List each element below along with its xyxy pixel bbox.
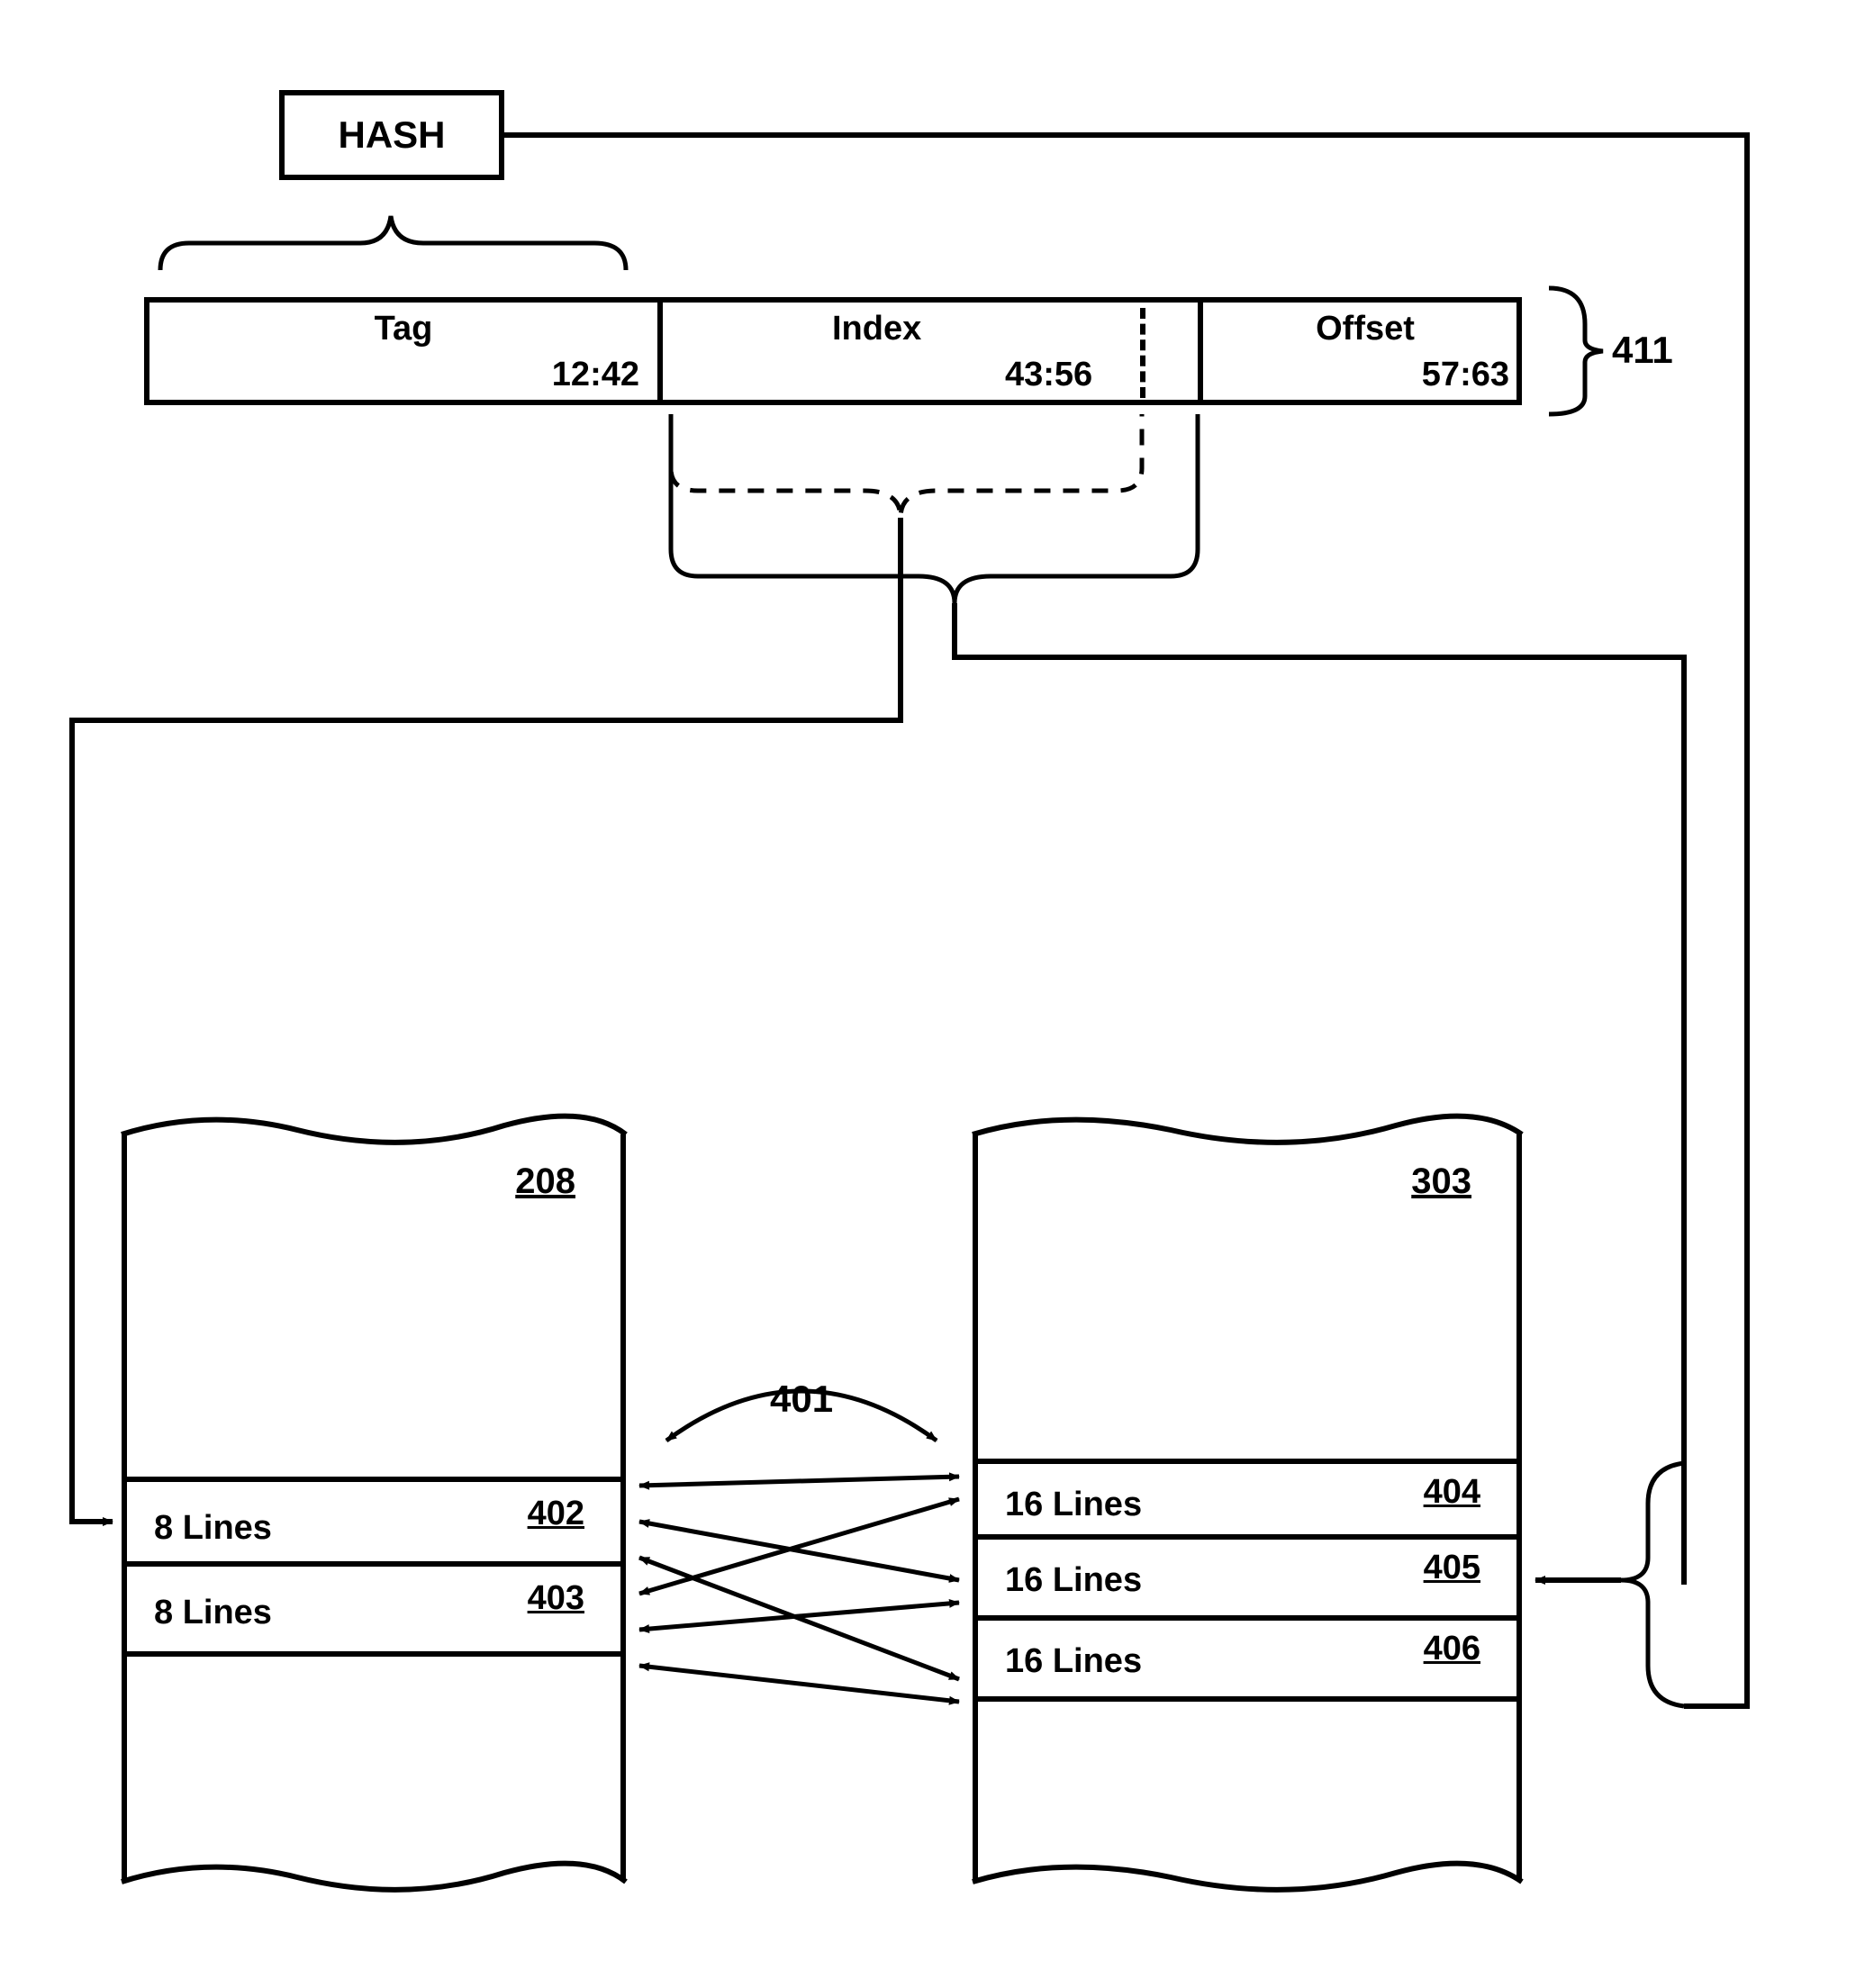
row-403-ref: 403 — [528, 1579, 584, 1618]
row-404-ref: 404 — [1424, 1473, 1480, 1512]
address-row: Tag 12:42 Index 43:56 Offset 57:63 — [144, 297, 1522, 405]
left-cache-title: 208 — [515, 1161, 575, 1202]
tag-brace — [160, 216, 626, 270]
index-cell: Index 43:56 — [663, 303, 1203, 400]
index-dashed-bracket — [671, 414, 1142, 518]
index-solid-bracket — [671, 414, 1198, 603]
tag-cell: Tag 12:42 — [149, 303, 663, 400]
index-dashed-divider — [1140, 308, 1145, 398]
ref-411: 411 — [1612, 329, 1673, 372]
hash-box: HASH — [279, 90, 504, 180]
index-range: 43:56 — [1005, 356, 1092, 394]
left-cache: 208 8 Lines 402 8 Lines 403 — [122, 1134, 626, 1882]
right-row-406: 16 Lines 406 — [978, 1621, 1516, 1702]
left-row-402: 8 Lines 402 — [127, 1477, 620, 1567]
right-row-404: 16 Lines 404 — [978, 1459, 1516, 1540]
bracket-bot-in — [1684, 1580, 1747, 1706]
right-row-405: 16 Lines 405 — [978, 1540, 1516, 1621]
row-402-label: 8 Lines — [154, 1509, 272, 1548]
right-side-bracket — [1621, 1463, 1684, 1706]
row-405-ref: 405 — [1424, 1549, 1480, 1587]
mapping-arrows — [639, 1477, 959, 1702]
row-406-ref: 406 — [1424, 1630, 1480, 1668]
row-403-label: 8 Lines — [154, 1594, 272, 1632]
brace-411 — [1549, 288, 1603, 414]
diagram-canvas: HASH Tag 12:42 Index 43:56 Offset 57:63 … — [0, 0, 1865, 1988]
tag-label: Tag — [375, 310, 433, 348]
row-404-label: 16 Lines — [1005, 1486, 1142, 1524]
hash-label: HASH — [338, 113, 445, 157]
left-row-403: 8 Lines 403 — [127, 1567, 620, 1657]
tag-range: 12:42 — [552, 356, 639, 394]
ref-401: 401 — [770, 1378, 833, 1421]
row-406-label: 16 Lines — [1005, 1642, 1142, 1681]
right-cache: 303 16 Lines 404 16 Lines 405 16 Lines 4… — [973, 1134, 1522, 1882]
row-402-ref: 402 — [528, 1495, 584, 1533]
offset-range: 57:63 — [1422, 356, 1509, 394]
index-label: Index — [832, 310, 921, 348]
row-405-label: 16 Lines — [1005, 1561, 1142, 1600]
offset-cell: Offset 57:63 — [1203, 303, 1527, 400]
offset-label: Offset — [1316, 310, 1415, 348]
right-cache-title: 303 — [1411, 1161, 1471, 1202]
